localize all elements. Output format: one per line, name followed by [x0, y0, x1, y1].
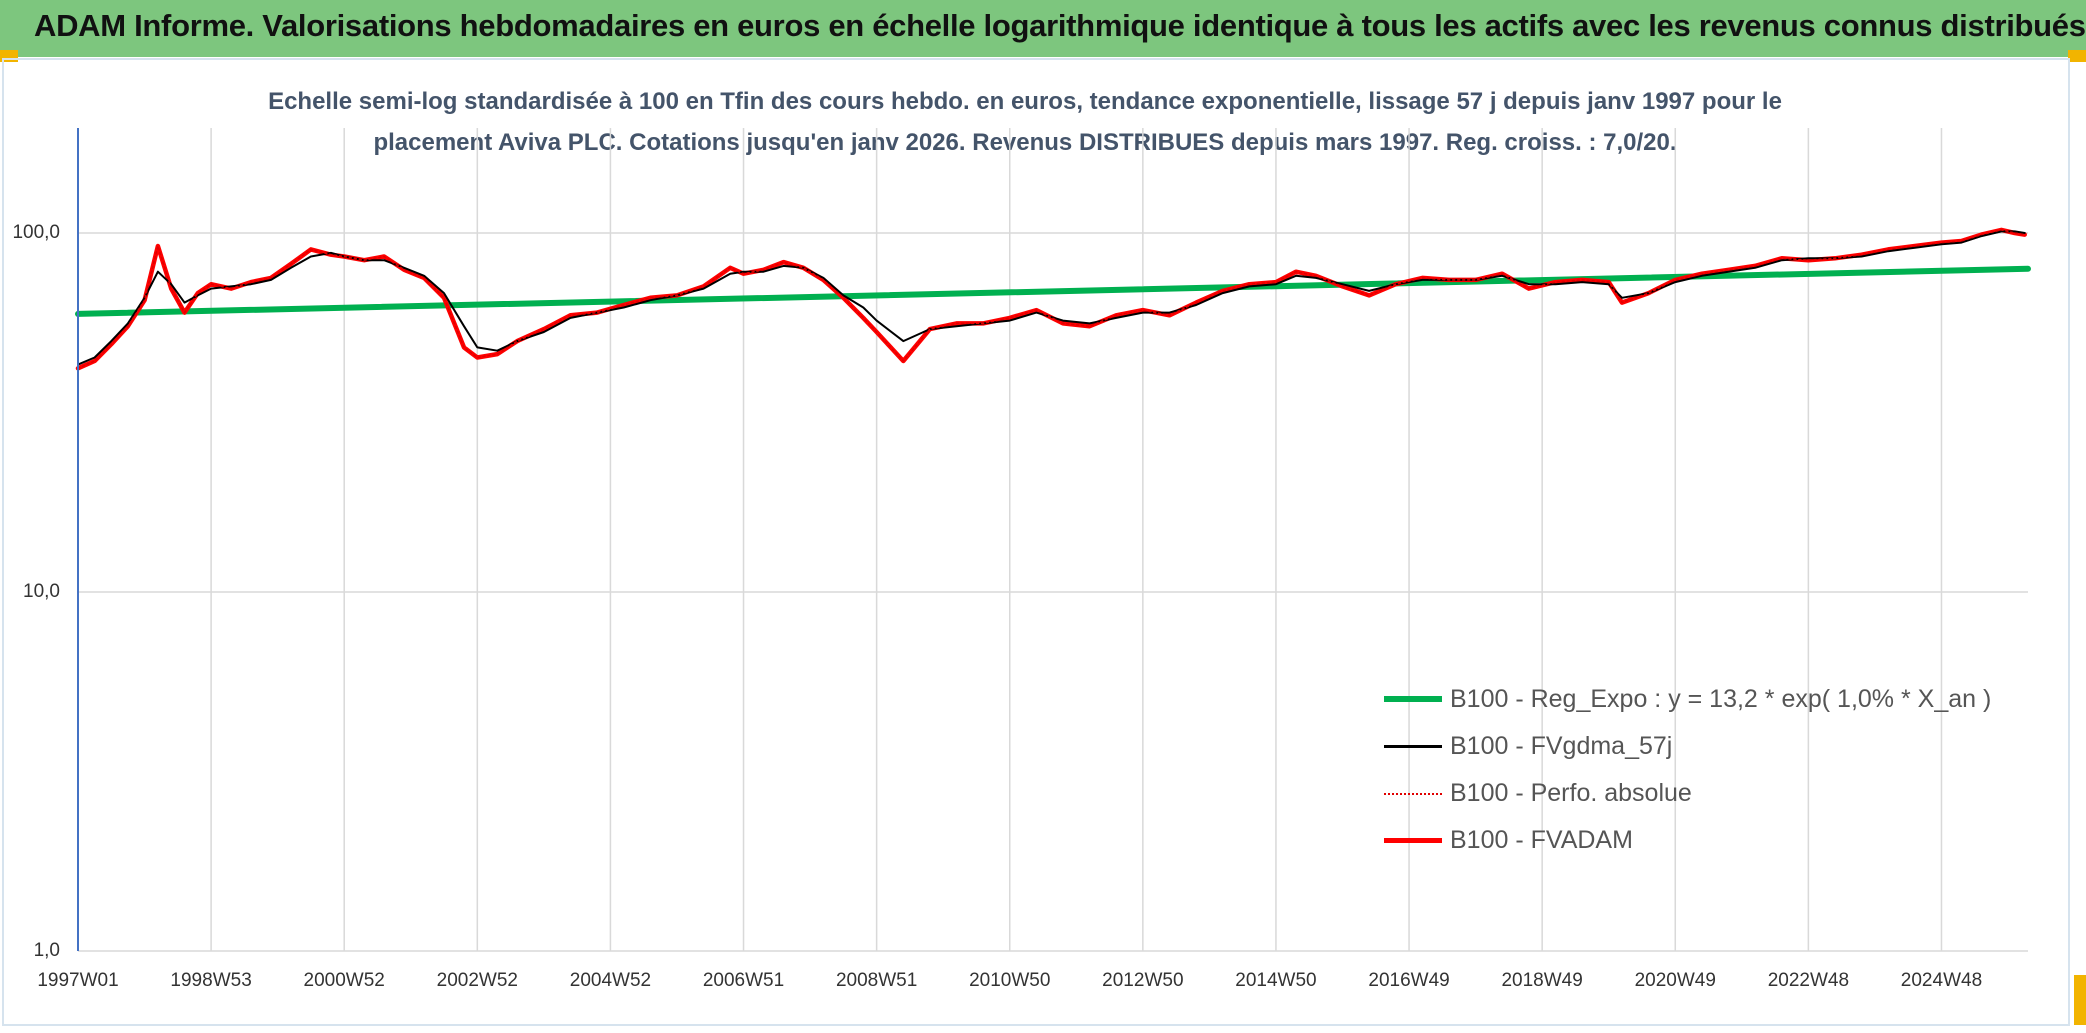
- x-tick-label: 1997W01: [37, 970, 119, 991]
- legend-swatch-smooth: [1384, 745, 1442, 748]
- corner-marker-right: [2068, 50, 2086, 62]
- legend-swatch-fvadam: [1384, 838, 1442, 843]
- x-tick-label: 2004W52: [569, 970, 652, 991]
- x-tick-label: 2008W51: [835, 970, 918, 991]
- legend-label-smooth: B100 - FVgdma_57j: [1450, 732, 1673, 760]
- report-title: ADAM Informe. Valorisations hebdomadaire…: [34, 8, 2086, 43]
- series-line-fvadam: [75, 227, 2027, 371]
- legend-swatch-trend: [1384, 696, 1442, 702]
- legend-label-trend: B100 - Reg_Expo : y = 13,2 * exp( 1,0% *…: [1450, 685, 1992, 713]
- y-tick-label: 10,0: [23, 581, 60, 602]
- x-tick-label: 2012W50: [1102, 970, 1184, 991]
- series-line-smooth: [77, 230, 2026, 366]
- chart-frame: [2, 58, 2070, 1026]
- series-line-trend: [75, 265, 2031, 317]
- x-tick-label: 2002W52: [436, 970, 518, 991]
- y-tick-label: 1,0: [33, 940, 60, 961]
- x-tick-label: 2006W51: [702, 970, 785, 991]
- x-tick-label: 1998W53: [170, 970, 252, 991]
- chart-subtitle-line1: Echelle semi-log standardisée à 100 en T…: [268, 88, 1782, 115]
- x-tick-label: 2024W48: [1900, 970, 1983, 991]
- chart-subtitle-line2: placement Aviva PLC. Cotations jusqu'en …: [373, 129, 1677, 156]
- x-tick-label: 2022W48: [1767, 970, 1850, 991]
- legend-swatch-perfo: [1384, 793, 1442, 795]
- x-tick-label: 2020W49: [1634, 970, 1716, 991]
- title-banner: ADAM Informe. Valorisations hebdomadaire…: [0, 0, 2086, 57]
- x-tick-label: 2000W52: [303, 970, 385, 991]
- y-tick-label: 100,0: [12, 222, 60, 243]
- x-tick-label: 2016W49: [1368, 970, 1450, 991]
- legend-label-perfo: B100 - Perfo. absolue: [1450, 779, 1692, 807]
- x-tick-label: 2018W49: [1501, 970, 1583, 991]
- x-tick-label: 2014W50: [1235, 970, 1317, 991]
- series-line-perfo: [77, 229, 2026, 370]
- legend-label-fvadam: B100 - FVADAM: [1450, 826, 1633, 854]
- series-lines: [75, 227, 2031, 371]
- gridlines: [78, 128, 2028, 952]
- corner-marker-bottom: [2074, 975, 2086, 1025]
- x-tick-label: 2010W50: [969, 970, 1051, 991]
